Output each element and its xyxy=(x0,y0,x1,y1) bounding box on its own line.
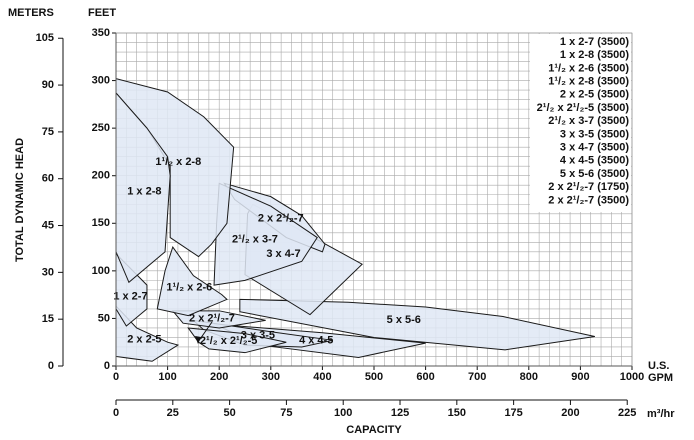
legend-entry: 4 x 4-5 (3500) xyxy=(560,155,629,167)
y2-tick-label: 45 xyxy=(42,219,54,231)
region-label: 2¹/₂ x 3-7 xyxy=(232,234,278,246)
annotation-arrow xyxy=(197,321,213,343)
pump-region xyxy=(239,298,595,351)
y-tick-label: 100 xyxy=(92,265,110,277)
x-tick-label: 700 xyxy=(468,371,486,383)
legend-entry: 1¹/₂ x 2-6 (3500) xyxy=(548,62,629,74)
x2-tick-label: 200 xyxy=(561,407,579,419)
meters-label: METERS xyxy=(8,7,54,19)
region-label: 2 x 2¹/₂-7 xyxy=(258,212,304,224)
region-labels: 5 x 5-6 4 x 4-5 3 x 3-52¹/₂ x 2¹/₂-5 2 x 2-… xyxy=(113,156,421,347)
region-label: 4 x 4-5 xyxy=(299,334,333,346)
x-tick-label: 500 xyxy=(365,371,383,383)
legend-entry: 2 x 2-5 (3500) xyxy=(560,89,629,101)
x2-tick-label: 225 xyxy=(618,407,636,419)
x2-tick-label: 100 xyxy=(334,407,352,419)
y2-tick-label: 60 xyxy=(42,173,54,185)
x-tick-label: 300 xyxy=(262,371,280,383)
x-tick-label: 400 xyxy=(313,371,331,383)
legend-entry: 2 x 2¹/₂-7 (1750) xyxy=(548,181,629,193)
legend-entry: 2 x 2¹/₂-7 (3500) xyxy=(548,194,629,206)
y-tick-label: 0 xyxy=(104,360,110,372)
y-tick-label: 250 xyxy=(92,122,110,134)
region-label: 1¹/₂ x 2-6 xyxy=(166,281,212,293)
x-unit-line2: GPM xyxy=(648,372,673,384)
x-tick-label: 100 xyxy=(158,371,176,383)
y-tick-label: 300 xyxy=(92,74,110,86)
pump-region xyxy=(115,91,171,284)
x2-tick-label: 175 xyxy=(504,407,522,419)
y2-tick-label: 90 xyxy=(42,79,54,91)
legend-entry: 3 x 4-7 (3500) xyxy=(560,142,629,154)
y-axis-title: TOTAL DYNAMIC HEAD xyxy=(14,138,26,262)
x-tick-label: 600 xyxy=(416,371,434,383)
y2-tick-label: 105 xyxy=(36,32,54,44)
x2-tick-label: 50 xyxy=(223,407,235,419)
x2-tick-label: 25 xyxy=(167,407,179,419)
x2-tick-label: 75 xyxy=(280,407,292,419)
regions xyxy=(115,78,595,362)
y-tick-label: 50 xyxy=(98,312,110,324)
x2-tick-label: 150 xyxy=(448,407,466,419)
legend-entry: 1¹/₂ x 2-8 (3500) xyxy=(548,76,629,88)
region-label: 2¹/₂ x 2¹/₂-5 xyxy=(200,335,257,347)
x-tick-label: 800 xyxy=(520,371,538,383)
legend: 1 x 2-7 (3500)1 x 2-8 (3500)1¹/₂ x 2-6 (… xyxy=(530,34,631,212)
y2-tick-label: 0 xyxy=(48,360,54,372)
region-label: 3 x 4-7 xyxy=(266,248,300,260)
feet-label: FEET xyxy=(88,7,116,19)
y-tick-label: 200 xyxy=(92,170,110,182)
arrow-head xyxy=(195,336,201,344)
x2-unit: m³/hr xyxy=(647,408,675,420)
region-label: 3 x 3-5 xyxy=(241,330,275,342)
x-tick-label: 0 xyxy=(113,371,119,383)
legend-box xyxy=(530,34,631,212)
legend-entry: 2¹/₂ x 2¹/₂-5 (3500) xyxy=(537,102,630,114)
region-label: 2 x 2-5 xyxy=(127,334,161,346)
legend-entry: 2¹/₂ x 3-7 (3500) xyxy=(548,115,629,127)
legend-entry: 1 x 2-7 (3500) xyxy=(560,36,629,48)
plot-border xyxy=(115,32,633,367)
x2-tick-label: 0 xyxy=(113,407,119,419)
x-tick-label: 1000 xyxy=(620,371,644,383)
pump-region xyxy=(171,310,266,329)
legend-entry: 5 x 5-6 (3500) xyxy=(560,168,629,180)
y-tick-label: 350 xyxy=(92,27,110,39)
y2-tick-label: 30 xyxy=(42,266,54,278)
x2-tick-label: 125 xyxy=(391,407,409,419)
y-tick-label: 150 xyxy=(92,217,110,229)
x-axis-title: CAPACITY xyxy=(346,424,402,436)
region-label: 1 x 2-8 xyxy=(127,185,161,197)
legend-entry: 1 x 2-8 (3500) xyxy=(560,49,629,61)
region-label: 5 x 5-6 xyxy=(387,314,421,326)
x-tick-label: 900 xyxy=(571,371,589,383)
legend-entry: 3 x 3-5 (3500) xyxy=(560,128,629,140)
region-label: 1¹/₂ x 2-8 xyxy=(155,156,201,168)
region-label: 2 x 2¹/₂-7 xyxy=(189,313,235,325)
y2-tick-label: 75 xyxy=(42,126,54,138)
x-tick-label: 200 xyxy=(210,371,228,383)
y2-tick-label: 15 xyxy=(42,313,54,325)
x-unit-line1: U.S. xyxy=(648,360,669,372)
pump-region xyxy=(156,245,228,317)
region-label: 1 x 2-7 xyxy=(113,290,147,302)
